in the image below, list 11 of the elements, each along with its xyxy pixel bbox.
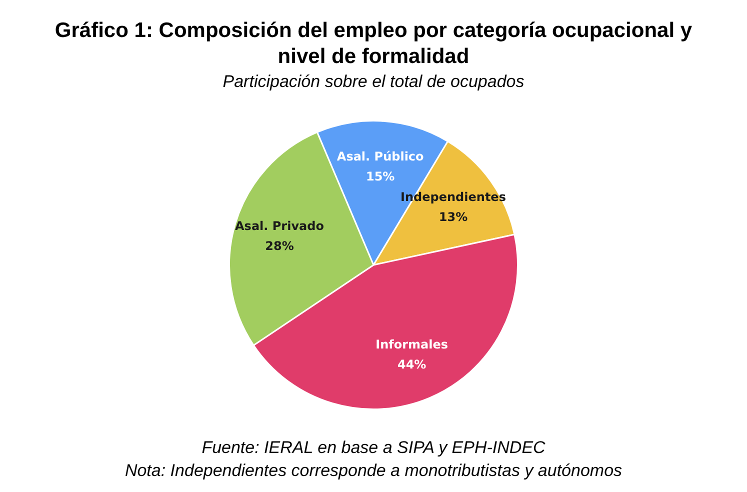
slice-label: Asal. Privado [235, 219, 324, 234]
slice-label: Informales [376, 337, 448, 352]
source-note: Fuente: IERAL en base a SIPA y EPH-INDEC [200, 437, 546, 459]
data-label: 13% [438, 210, 468, 224]
data-label: 28% [265, 239, 294, 254]
text: Nota: Independientes corresponde a monotributistas y autónomos [124, 460, 624, 482]
data-label: 44% [397, 357, 426, 372]
slice-label: Asal. Público [336, 149, 424, 164]
chart-subtitle: Participación sobre el total de ocupados [222, 72, 526, 92]
chart-title: Gráfico 1: Composición del empleo por categoría ocupacional y nivel de formalidad [54, 18, 694, 70]
data-label: 15% [366, 169, 395, 184]
